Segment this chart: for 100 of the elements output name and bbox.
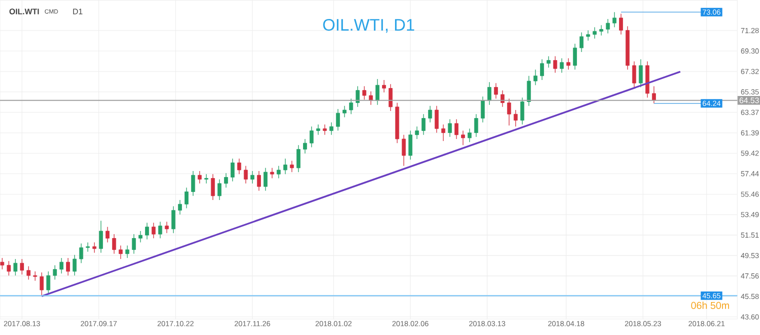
candlestick [26,266,30,280]
candlestick [468,128,472,142]
candlestick [441,124,446,142]
candlestick [461,130,465,146]
candlestick [276,166,281,179]
candlestick [72,254,77,276]
candlestick [132,234,136,254]
candlestick [112,234,116,254]
candlestick [599,24,604,36]
candlestick [145,222,149,240]
candlestick [210,174,215,200]
candlestick [652,86,656,104]
candlestick [171,206,176,234]
candlestick [20,258,24,275]
candlestick [256,170,261,192]
candlestick [336,108,340,132]
candlestick [79,243,84,264]
candlestick [118,245,123,260]
text: OIL.WTI, D1 [323,18,414,33]
candlestick [572,43,577,70]
candlestick [540,58,544,80]
candlestick [164,221,169,234]
candlestick [40,272,44,296]
candlestick [316,124,320,136]
candlestick [632,61,636,88]
candlestick [368,91,373,106]
candlestick [560,58,564,74]
candlestick [586,30,590,42]
candlestick [230,158,235,182]
candlestick [349,98,354,114]
candlestick [500,90,504,108]
candlestick [448,118,452,138]
candlestick [434,106,439,134]
candlestick [0,258,4,270]
candlestick [106,226,110,243]
candlestick [480,96,485,123]
candlestick [184,187,188,209]
candlestick [191,170,196,196]
candlestick [388,84,393,112]
candlestick [487,82,492,106]
candlestick [428,106,432,123]
candlestick [546,56,551,68]
candlestick [86,242,90,252]
candlestick [264,168,268,192]
candlestick [283,158,288,174]
candlestick [566,58,570,70]
annotation: 06h 50m [691,302,730,310]
candlestick [514,110,518,127]
candlestick [60,258,64,274]
candlestick [198,170,202,184]
candlestick [342,106,346,118]
candlestick [375,78,380,106]
candlestick [290,160,294,172]
candlestick [612,12,616,28]
candlestick [402,134,406,166]
candlestick [125,245,130,258]
candlestick [92,242,96,254]
candlestick [138,230,142,243]
candlestick [224,172,228,188]
candlestick [356,86,360,108]
candlestick [474,114,478,138]
candlestick [606,18,610,34]
candlestick [152,222,156,239]
candlestick [46,271,50,294]
candlestick [66,258,70,276]
candlestick [422,114,426,136]
annotation: OIL.WTI [9,8,39,14]
candlestick [520,97,524,125]
candlestick [619,13,623,35]
candlestick [310,126,314,148]
candlestick [33,271,38,282]
annotation: D1 [73,8,82,14]
candlestick [303,138,307,154]
candlestick [329,122,334,136]
candlestick [13,258,18,276]
candlestick [270,168,274,179]
candlestick [296,144,300,172]
candlestick [382,80,386,93]
candlestick [408,130,412,160]
candlestick [553,56,558,74]
candlestick [580,32,584,52]
candlestick [526,76,531,106]
candlestick [638,58,643,88]
candlestick [250,170,254,184]
candlestick [204,174,208,184]
candlestick [244,166,248,184]
candlestick [362,86,366,100]
ref-line-label: 64.53 [740,98,759,104]
candlestick [494,82,498,99]
candlestick [6,260,11,276]
candlestick [158,221,162,239]
candlestick [592,26,597,39]
candlestick [414,126,419,140]
candlestick [507,98,512,126]
candlestick [454,118,458,140]
candlestick [218,178,222,200]
candlestick [237,158,242,174]
candlestick [178,200,182,215]
candlestick [52,264,57,280]
candlestick [322,124,327,136]
